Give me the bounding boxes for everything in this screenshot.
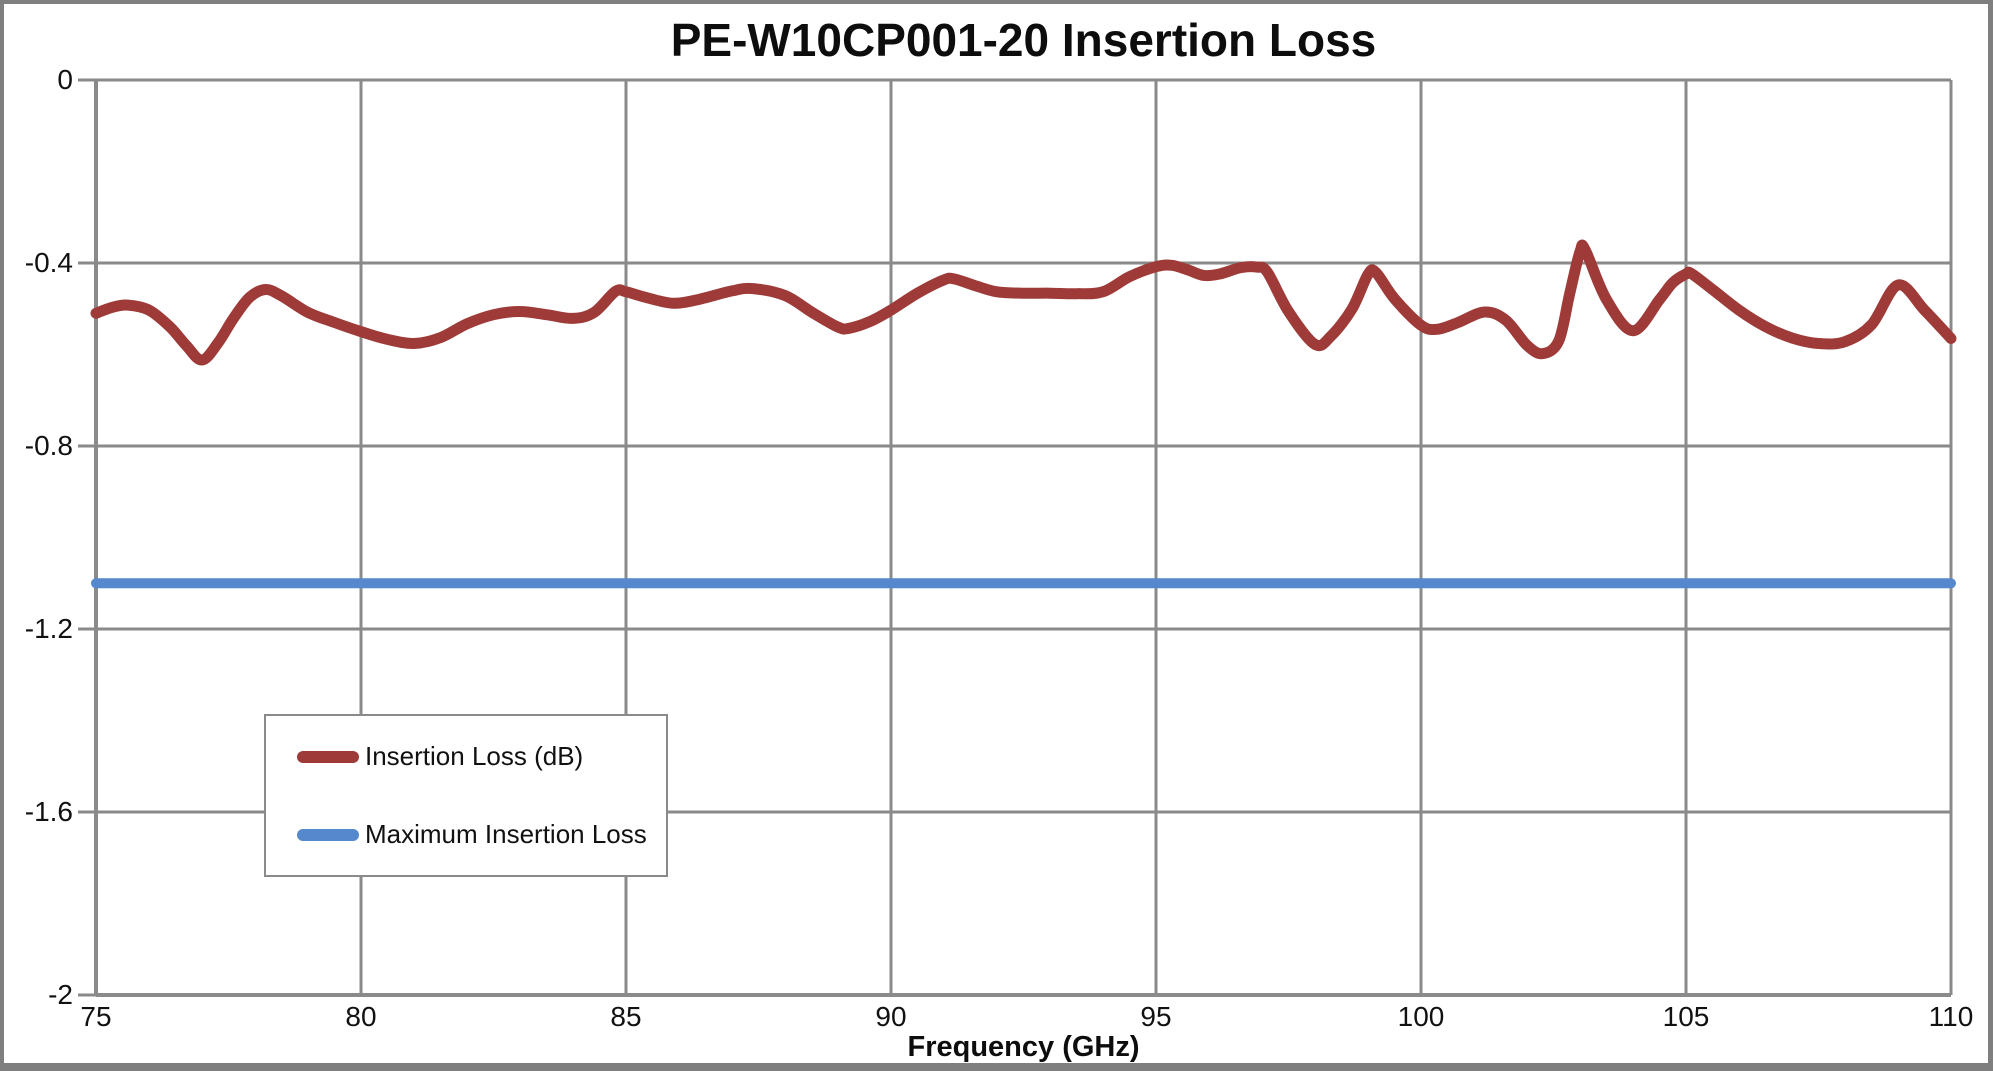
- insertion-loss-swatch: [297, 750, 359, 763]
- y-tick-label: -2: [48, 979, 73, 1010]
- x-tick-label: 85: [610, 1001, 642, 1032]
- insertion-loss-curve: [90, 239, 1957, 366]
- y-tick-label: -1.2: [24, 613, 73, 644]
- x-tick-label: 90: [875, 1001, 907, 1032]
- legend-item-insertion-loss: Insertion Loss (dB): [297, 739, 666, 775]
- y-tick-label: 0: [57, 64, 73, 95]
- max-insertion-loss-swatch: [297, 828, 359, 841]
- x-tick-label: 105: [1662, 1001, 1710, 1032]
- data-series: [90, 239, 1957, 589]
- legend-item-max-insertion-loss: Maximum Insertion Loss: [297, 817, 666, 853]
- legend: Insertion Loss (dB) Maximum Insertion Lo…: [264, 714, 668, 877]
- x-tick-label: 75: [80, 1001, 112, 1032]
- chart-title: PE-W10CP001-20 Insertion Loss: [670, 14, 1377, 66]
- x-tick-label: 100: [1397, 1001, 1445, 1032]
- axis-ticks: [78, 78, 1951, 997]
- legend-label: Maximum Insertion Loss: [365, 819, 647, 849]
- legend-label: Insertion Loss (dB): [365, 741, 584, 771]
- x-axis-title: Frequency (GHz): [907, 1031, 1140, 1063]
- x-tick-label: 110: [1928, 1001, 1974, 1032]
- y-tick-label: -0.8: [24, 430, 73, 461]
- y-tick-label: -1.6: [24, 796, 73, 827]
- x-tick-label: 95: [1140, 1001, 1172, 1032]
- x-tick-label: 80: [345, 1001, 377, 1032]
- y-tick-label: -0.4: [24, 247, 73, 278]
